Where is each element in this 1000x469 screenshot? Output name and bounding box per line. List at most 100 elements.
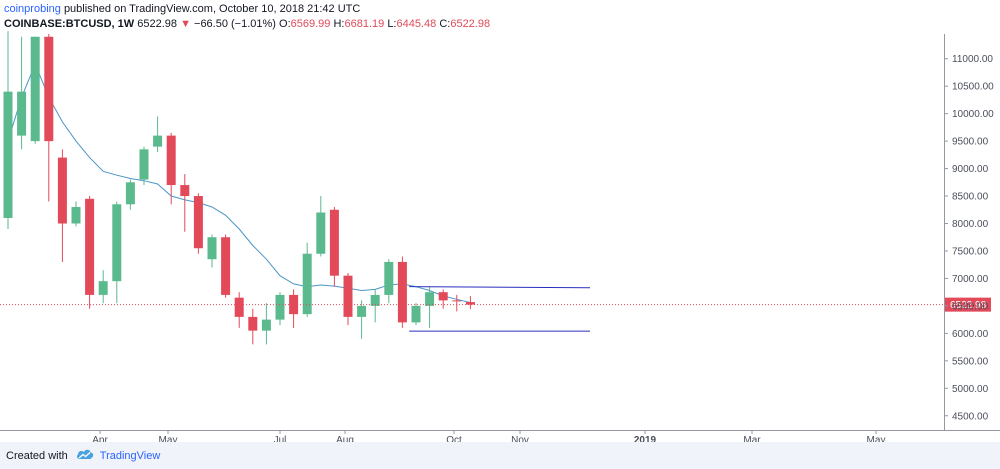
time-axis[interactable]: Apr May Jul Aug Oct Nov 2019 Mar May (92, 430, 885, 442)
candle-body (261, 319, 271, 331)
x-tick-label: May (159, 435, 178, 442)
candle-body (44, 36, 54, 142)
candle-down (438, 289, 448, 309)
candle-body (221, 237, 231, 295)
candle-down (329, 207, 339, 287)
y-tick-label: 10000.00 (952, 109, 994, 120)
chart-header: coinprobing published on TradingView.com… (4, 2, 944, 34)
candle-body (3, 91, 13, 219)
y-tick-label: 6500.00 (952, 301, 989, 312)
candle-up (384, 259, 394, 304)
candle-up (370, 289, 380, 323)
candle-body (302, 253, 312, 315)
high-value: 6681.19 (344, 18, 385, 30)
channel-line (409, 286, 591, 289)
symbol-label: COINBASE:BTCUSD, 1W (4, 18, 135, 30)
candle-up (153, 116, 163, 153)
down-arrow-icon: ▼ (180, 18, 191, 30)
channel-lines[interactable] (409, 286, 591, 332)
candle-up (112, 201, 122, 304)
y-tick-label: 5500.00 (952, 356, 989, 367)
candle-body (207, 237, 217, 260)
candle-up (316, 196, 326, 257)
candle-down (343, 272, 353, 326)
candle-down (452, 294, 462, 312)
candle-body (275, 294, 285, 320)
price-axis[interactable]: 4500.00 5000.00 5500.00 6000.00 6500.00 7000.… (944, 54, 994, 422)
candle-up (98, 270, 108, 304)
candle-body (411, 305, 421, 323)
publish-line: coinprobing published on TradingView.com… (4, 2, 944, 17)
candle-up (275, 292, 285, 326)
y-tick-label: 9500.00 (952, 137, 989, 148)
y-tick-label: 5000.00 (952, 384, 989, 395)
candle-body (357, 305, 367, 317)
candle-up (71, 201, 81, 227)
y-tick-label: 9000.00 (952, 164, 989, 175)
chart-grid (0, 34, 1000, 431)
candle-body (248, 316, 258, 331)
candle-down (180, 174, 190, 232)
y-tick-label: 10500.00 (952, 82, 994, 93)
candle-body (180, 185, 190, 197)
candle-down (85, 196, 95, 309)
x-tick-label: May (867, 435, 886, 442)
candle-down (57, 149, 67, 262)
x-tick-label: 2019 (634, 435, 657, 442)
y-tick-label: 8500.00 (952, 192, 989, 203)
moving-average-line (7, 62, 471, 304)
low-label: L: (387, 18, 397, 30)
moving-average-layer (7, 62, 471, 304)
candle-up (30, 36, 40, 144)
y-tick-label: 7500.00 (952, 246, 989, 257)
tradingview-brand[interactable]: TradingView (99, 449, 161, 462)
y-tick-label: 7000.00 (952, 274, 989, 285)
candle-down (397, 256, 407, 328)
y-tick-label: 8000.00 (952, 219, 989, 230)
candle-body (17, 91, 27, 136)
tradingview-cloud-icon (76, 448, 94, 463)
candle-body (125, 182, 135, 205)
candle-up (3, 31, 13, 229)
candle-down (193, 193, 203, 254)
candle-up (425, 286, 435, 328)
x-tick-label: Apr (92, 435, 108, 442)
candle-body (384, 261, 394, 295)
open-label: O: (279, 18, 291, 30)
candle-down (248, 308, 258, 345)
x-tick-label: Nov (511, 435, 529, 442)
publish-info: published on TradingView.com, October 10… (63, 3, 361, 15)
x-tick-label: Mar (743, 435, 761, 442)
candle-down (166, 132, 176, 205)
y-tick-label: 11000.00 (952, 54, 993, 65)
symbol-line: COINBASE:BTCUSD, 1W 6522.98 ▼ −66.50 (−1… (4, 17, 944, 32)
candle-up (207, 234, 217, 268)
candle-body (289, 294, 299, 315)
low-value: 6445.48 (396, 18, 437, 30)
candles-layer (3, 31, 475, 345)
close-label: C: (439, 18, 451, 30)
candle-up (302, 242, 312, 317)
candle-body (425, 292, 435, 306)
x-tick-label: Jul (274, 435, 287, 442)
candle-body (57, 157, 67, 224)
candle-body (452, 300, 462, 302)
candle-up (261, 303, 271, 345)
candle-up (17, 36, 27, 150)
author-link[interactable]: coinprobing (4, 3, 61, 15)
price-chart[interactable]: 6522.98 4500.00 5000.00 5500.00 6000.00 6500… (0, 0, 1000, 442)
candle-body (370, 294, 380, 306)
candle-body (343, 275, 353, 317)
close-value: 6522.98 (450, 18, 491, 30)
candle-body (166, 135, 176, 186)
candle-body (234, 297, 244, 317)
candle-up (357, 300, 367, 339)
candle-down (465, 295, 475, 309)
candle-body (98, 281, 108, 295)
y-tick-label: 6000.00 (952, 329, 989, 340)
open-value: 6569.99 (290, 18, 331, 30)
candle-down (44, 34, 54, 202)
y-tick-label: 4500.00 (952, 411, 989, 422)
candle-body (465, 302, 475, 305)
candle-up (139, 146, 149, 186)
